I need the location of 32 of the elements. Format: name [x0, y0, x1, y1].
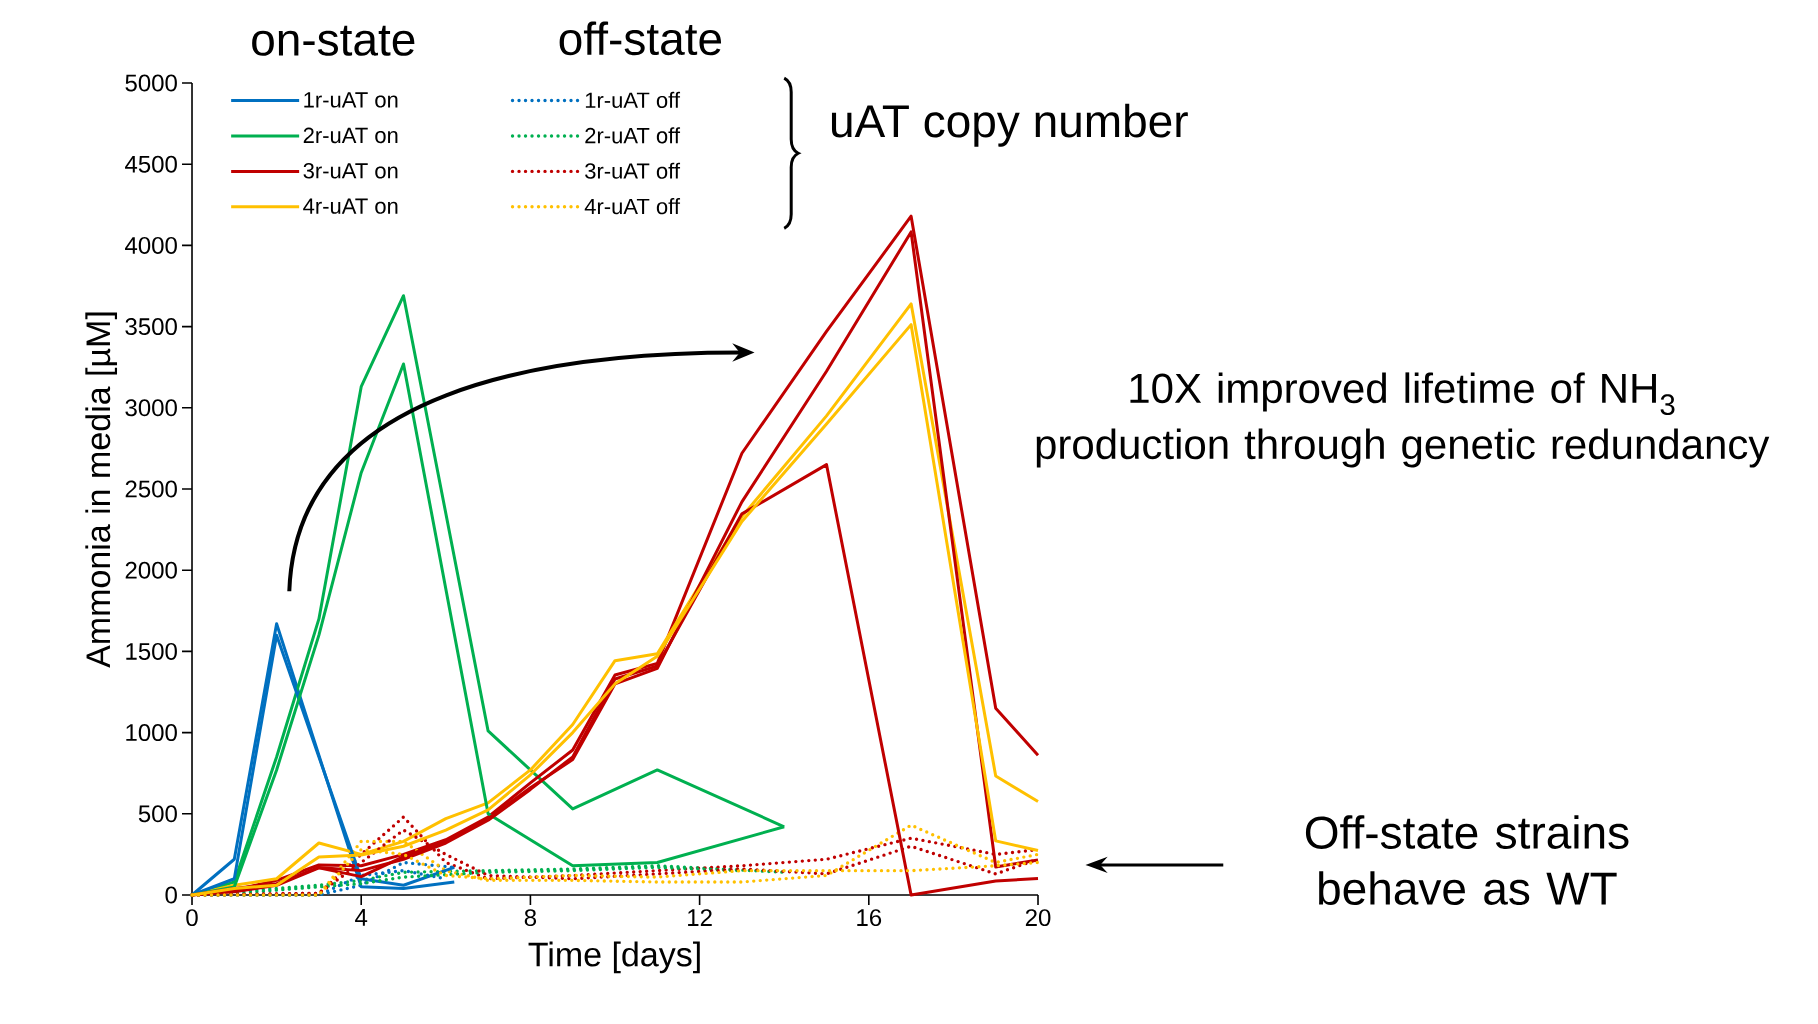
- y-tick-label: 5000: [125, 74, 177, 92]
- x-tick-label: 16: [857, 909, 882, 927]
- x-tick-label: 8: [524, 909, 537, 927]
- legend-label: 4r-uAT off: [584, 198, 681, 215]
- annotation: uAT copy number: [831, 103, 1188, 147]
- y-tick-label: 2000: [125, 561, 177, 579]
- legend-label: 1r-uAT on: [304, 92, 398, 108]
- y-tick-label: 4500: [125, 155, 177, 173]
- x-axis-title: Time [days]: [528, 941, 700, 974]
- x-tick-label: 0: [186, 909, 198, 927]
- legend-label: 4r-uAT on: [303, 198, 398, 214]
- y-tick-label: 4000: [125, 236, 177, 254]
- x-tick-label: 12: [688, 909, 712, 926]
- y-tick-label: 2500: [125, 480, 177, 498]
- text: off-state: [559, 21, 722, 56]
- y-tick-label: 0: [165, 886, 177, 904]
- y-tick-label: 500: [138, 805, 177, 823]
- legend-label: 2r-uAT on: [303, 127, 398, 144]
- y-tick-label: 3500: [125, 318, 177, 336]
- x-tick-label: 4: [355, 909, 368, 926]
- legend-label: 3r-uAT on: [303, 162, 398, 179]
- y-axis-title: Ammonia in media [µM]: [85, 312, 118, 668]
- annotation: 10X improved lifetime of NH$_{3}$ production through genetic redundancy: [1036, 372, 1770, 468]
- text: on-state: [252, 25, 415, 56]
- y-tick-label: 1500: [126, 642, 177, 660]
- y-tick-label: 3000: [125, 399, 177, 417]
- legend-label: 1r-uAT off: [585, 91, 681, 108]
- x-tick-label: 20: [1025, 909, 1051, 927]
- legend-label: 3r-uAT off: [585, 162, 681, 179]
- y-tick-label: 1000: [126, 724, 177, 742]
- legend-label: 2r-uAT off: [585, 127, 681, 144]
- text: Off-state strains behave as WT: [1305, 815, 1629, 905]
